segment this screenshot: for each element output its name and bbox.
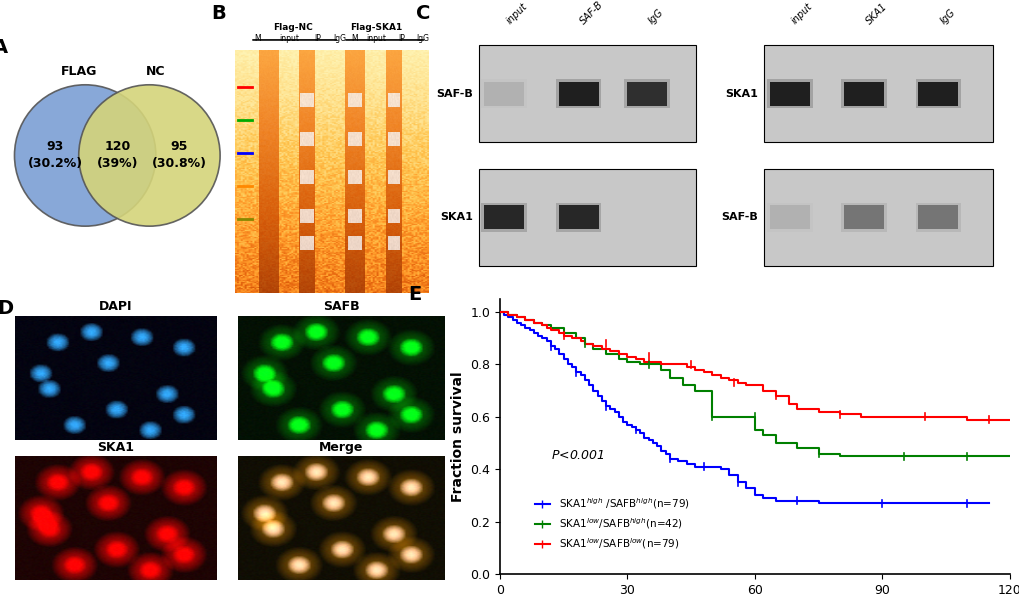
Bar xyxy=(915,203,960,232)
Text: A: A xyxy=(0,38,8,57)
Text: IgG: IgG xyxy=(332,33,345,42)
Bar xyxy=(558,81,598,106)
Bar xyxy=(844,81,883,106)
Bar xyxy=(481,79,527,108)
Bar xyxy=(763,169,991,266)
Text: M: M xyxy=(255,33,261,42)
Text: SKA1: SKA1 xyxy=(725,89,758,99)
Text: DAPI: DAPI xyxy=(99,300,132,313)
Text: IP: IP xyxy=(397,33,405,42)
Text: SKA1: SKA1 xyxy=(439,212,473,222)
Bar xyxy=(624,79,669,108)
Text: SAFB: SAFB xyxy=(323,300,360,313)
Text: Merge: Merge xyxy=(319,441,363,454)
Text: M: M xyxy=(352,33,358,42)
Text: input: input xyxy=(503,1,529,26)
Bar xyxy=(555,79,601,108)
Bar xyxy=(484,81,524,106)
Bar xyxy=(555,203,601,232)
Bar xyxy=(766,203,812,232)
Text: IgG: IgG xyxy=(646,7,665,26)
Text: IgG: IgG xyxy=(416,33,429,42)
Bar xyxy=(478,45,695,142)
Text: SKA1: SKA1 xyxy=(863,1,889,26)
Text: SAF-B: SAF-B xyxy=(436,89,473,99)
Text: C: C xyxy=(416,4,430,23)
Bar xyxy=(766,79,812,108)
Bar xyxy=(763,45,991,142)
Bar xyxy=(844,205,883,230)
Text: 95
(30.8%): 95 (30.8%) xyxy=(152,141,207,170)
Bar xyxy=(769,81,809,106)
Bar xyxy=(484,205,524,230)
Text: SKA1: SKA1 xyxy=(97,441,133,454)
Bar xyxy=(917,81,958,106)
Text: IgG: IgG xyxy=(937,7,956,26)
Bar xyxy=(917,205,958,230)
Bar xyxy=(841,79,887,108)
Ellipse shape xyxy=(14,85,156,226)
Text: FLAG: FLAG xyxy=(60,65,97,78)
Text: $P$<0.001: $P$<0.001 xyxy=(550,448,604,462)
Text: NC: NC xyxy=(146,65,165,78)
Y-axis label: Fraction survival: Fraction survival xyxy=(450,371,464,502)
Bar xyxy=(558,205,598,230)
Bar xyxy=(478,169,695,266)
Text: SAF-B: SAF-B xyxy=(721,212,758,222)
Text: input: input xyxy=(278,33,299,42)
Bar xyxy=(481,203,527,232)
Text: Flag-NC: Flag-NC xyxy=(273,23,312,32)
Text: Flag-SKA1: Flag-SKA1 xyxy=(350,23,401,32)
Text: IP: IP xyxy=(314,33,321,42)
Bar xyxy=(915,79,960,108)
Bar xyxy=(769,205,809,230)
Text: input: input xyxy=(366,33,386,42)
Bar xyxy=(841,203,887,232)
Text: input: input xyxy=(789,1,814,26)
Text: SAF-B: SAF-B xyxy=(578,0,605,26)
Text: D: D xyxy=(0,300,13,318)
Bar xyxy=(627,81,666,106)
Text: 93
(30.2%): 93 (30.2%) xyxy=(28,141,83,170)
Text: E: E xyxy=(408,285,421,304)
Legend: SKA1$^{high}$ /SAFB$^{high}$(n=79), SKA1$^{low}$/SAFB$^{high}$(n=42), SKA1$^{low: SKA1$^{high}$ /SAFB$^{high}$(n=79), SKA1… xyxy=(530,492,693,555)
Ellipse shape xyxy=(78,85,220,226)
Text: B: B xyxy=(211,4,226,23)
Text: 120
(39%): 120 (39%) xyxy=(97,141,138,170)
